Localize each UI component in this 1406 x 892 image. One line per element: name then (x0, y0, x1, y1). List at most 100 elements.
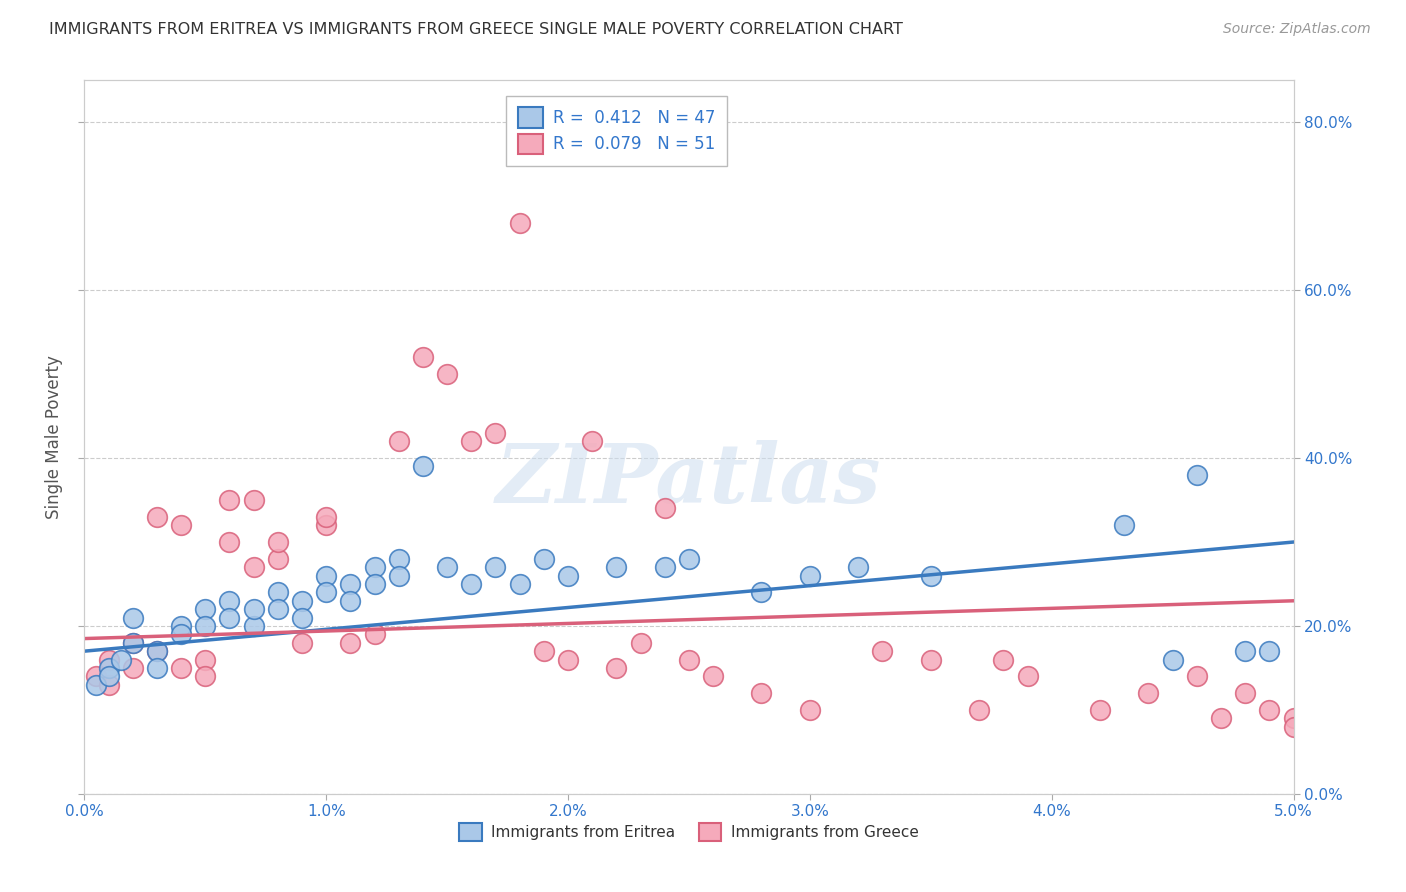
Point (678, 652, 700, 666)
Point (1234, 686, 1257, 700)
Point (1185, 669, 1208, 683)
Point (339, 577, 361, 591)
Point (146, 661, 169, 675)
Point (267, 535, 290, 549)
Point (1209, 711, 1232, 725)
Point (557, 652, 579, 666)
Point (605, 661, 627, 675)
Point (509, 577, 531, 591)
Point (920, 568, 942, 582)
Point (291, 610, 314, 624)
Point (339, 636, 361, 650)
Point (121, 636, 143, 650)
Point (702, 669, 724, 683)
Point (1114, 518, 1136, 533)
Point (170, 619, 193, 633)
Text: ZIPatlas: ZIPatlas (496, 440, 882, 520)
Point (267, 585, 290, 599)
Point (1234, 644, 1257, 658)
Text: IMMIGRANTS FROM ERITREA VS IMMIGRANTS FROM GREECE SINGLE MALE POVERTY CORRELATIO: IMMIGRANTS FROM ERITREA VS IMMIGRANTS FR… (49, 22, 903, 37)
Point (146, 644, 169, 658)
Legend: Immigrants from Eritrea, Immigrants from Greece: Immigrants from Eritrea, Immigrants from… (450, 814, 928, 850)
Point (605, 560, 627, 574)
Point (194, 602, 217, 616)
Point (194, 669, 217, 683)
Point (846, 560, 869, 574)
Point (967, 703, 990, 717)
Point (170, 518, 193, 533)
Point (267, 602, 290, 616)
Point (97, 678, 120, 692)
Point (170, 627, 193, 641)
Point (751, 585, 773, 599)
Point (1282, 711, 1305, 725)
Point (242, 602, 264, 616)
Point (146, 644, 169, 658)
Point (242, 560, 264, 574)
Point (460, 434, 482, 449)
Point (291, 594, 314, 608)
Point (194, 652, 217, 666)
Point (630, 636, 652, 650)
Point (557, 568, 579, 582)
Point (920, 652, 942, 666)
Point (363, 577, 385, 591)
Point (242, 493, 264, 508)
Point (1017, 669, 1039, 683)
Point (581, 434, 603, 449)
Point (86, 678, 108, 692)
Point (799, 568, 821, 582)
Point (872, 644, 894, 658)
Point (218, 535, 240, 549)
Point (121, 661, 143, 675)
Point (412, 459, 434, 474)
Text: Source: ZipAtlas.com: Source: ZipAtlas.com (1223, 22, 1371, 37)
Point (484, 560, 506, 574)
Point (678, 551, 700, 566)
Point (1137, 686, 1160, 700)
Point (509, 216, 531, 230)
Point (339, 594, 361, 608)
Point (315, 568, 337, 582)
Point (146, 509, 169, 524)
Point (799, 703, 821, 717)
Point (388, 568, 411, 582)
Point (388, 551, 411, 566)
Point (436, 367, 458, 381)
Point (121, 610, 143, 624)
Point (121, 636, 143, 650)
Point (110, 652, 132, 666)
Point (1282, 720, 1305, 734)
Point (388, 434, 411, 449)
Point (654, 501, 676, 516)
Point (484, 425, 506, 440)
Point (218, 610, 240, 624)
Point (1185, 467, 1208, 482)
Point (97, 661, 120, 675)
Point (170, 661, 193, 675)
Point (194, 619, 217, 633)
Y-axis label: Single Male Poverty: Single Male Poverty (45, 355, 63, 519)
Point (315, 585, 337, 599)
Point (218, 594, 240, 608)
Point (291, 636, 314, 650)
Point (363, 627, 385, 641)
Point (267, 551, 290, 566)
Point (751, 686, 773, 700)
Point (1258, 644, 1281, 658)
Point (412, 351, 434, 365)
Point (315, 509, 337, 524)
Point (533, 644, 555, 658)
Point (242, 619, 264, 633)
Point (1161, 652, 1184, 666)
Point (1258, 703, 1281, 717)
Point (97, 652, 120, 666)
Point (86, 669, 108, 683)
Point (218, 493, 240, 508)
Point (1088, 703, 1111, 717)
Point (363, 560, 385, 574)
Point (97, 669, 120, 683)
Point (315, 518, 337, 533)
Point (533, 551, 555, 566)
Point (993, 652, 1015, 666)
